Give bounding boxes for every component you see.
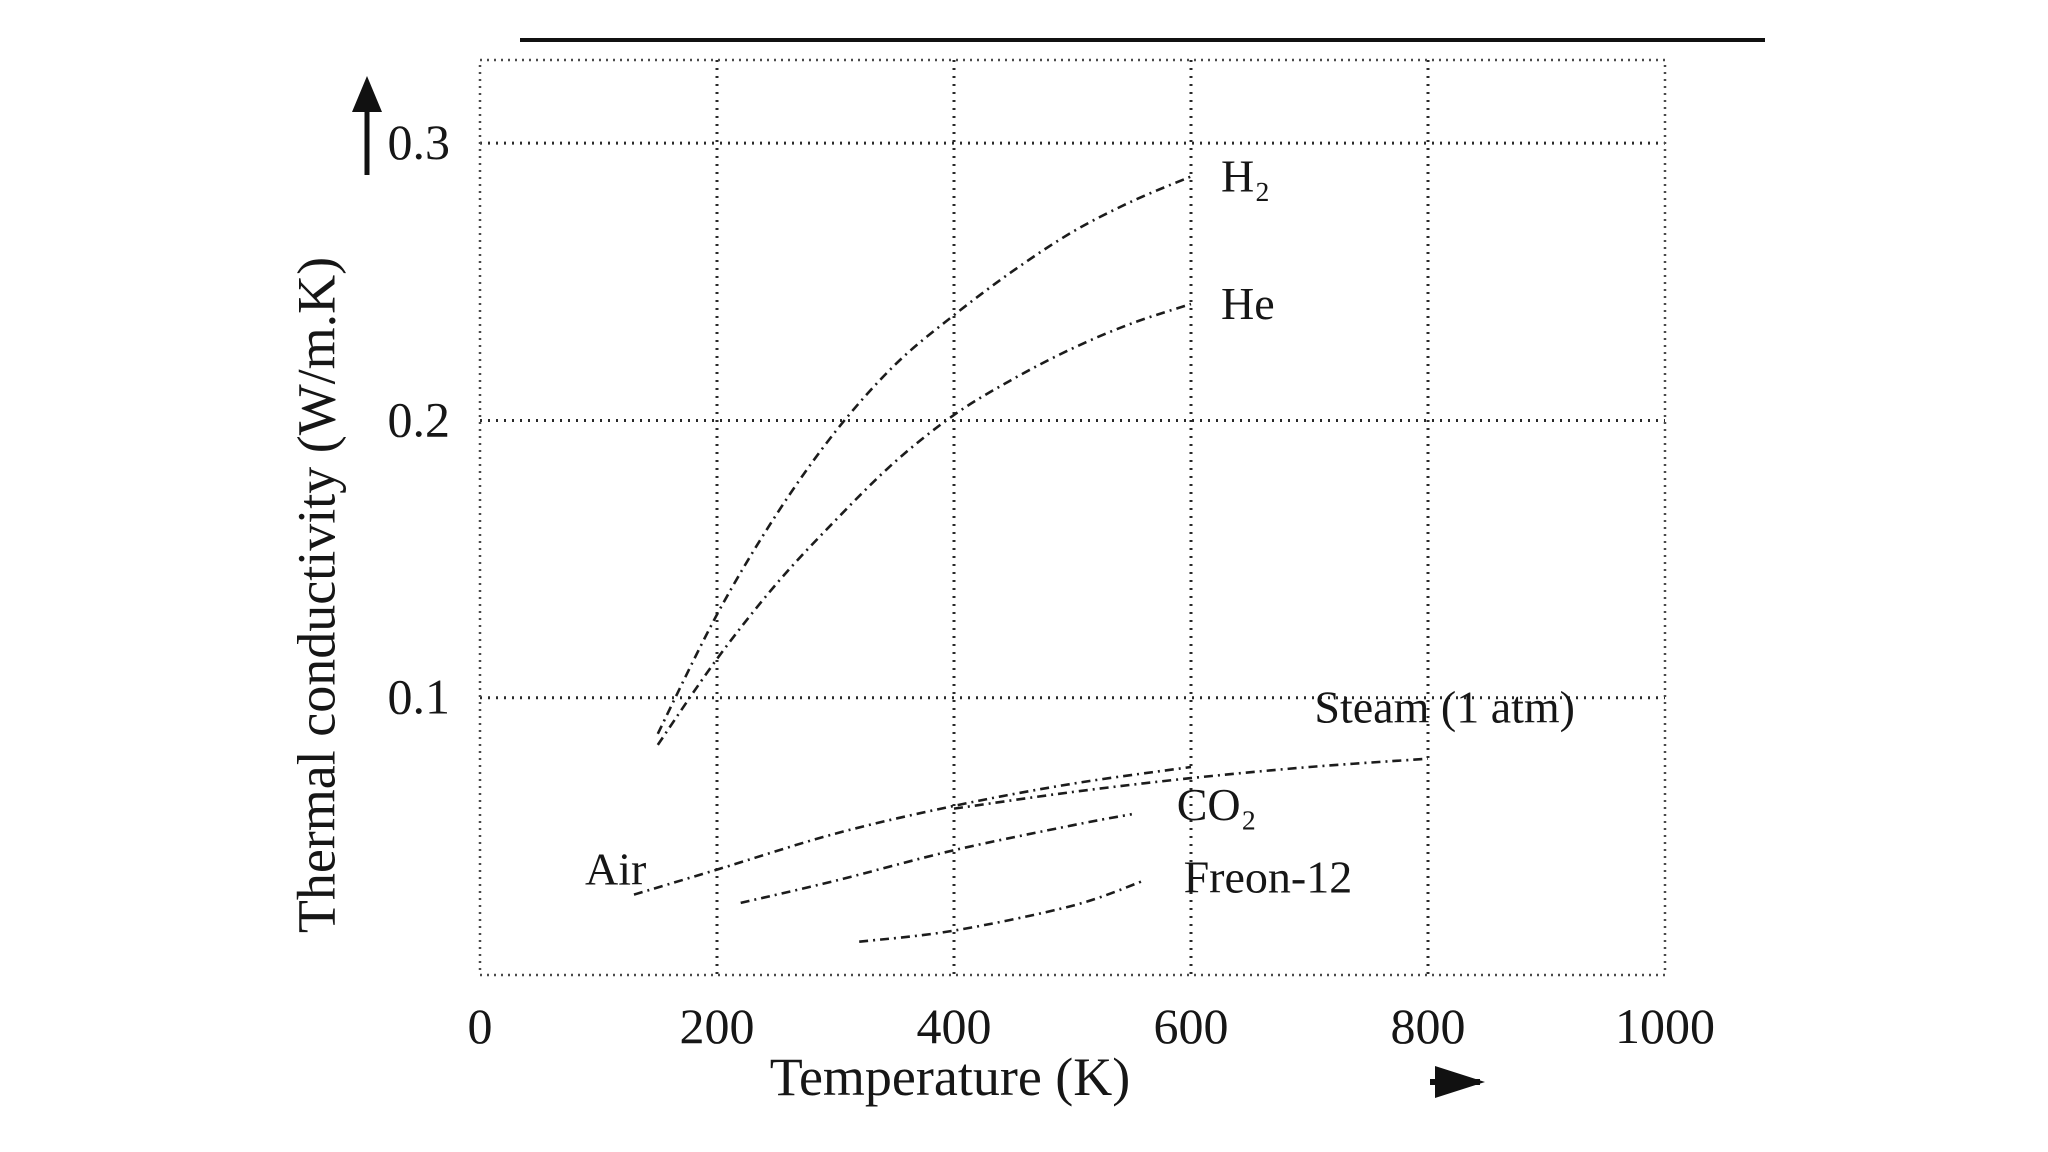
series-line-air — [633, 765, 1192, 896]
x-tick-label: 200 — [680, 998, 755, 1054]
series-line-co — [740, 812, 1133, 905]
y-tick-label: 0.1 — [388, 669, 451, 725]
plot-frame — [478, 58, 1667, 977]
x-tick-label: 600 — [1154, 998, 1229, 1054]
gridlines — [480, 60, 1665, 975]
y-axis-title: Thermal conductivity (W/m.K) — [286, 257, 346, 933]
x-axis-title: Temperature (K) — [770, 1047, 1131, 1107]
series-line-h — [656, 175, 1192, 735]
y-axis-arrow — [352, 76, 382, 175]
series-label-co: CO₂ — [1177, 779, 1257, 830]
series-label-he: He — [1221, 278, 1275, 329]
x-axis-arrow — [1430, 1066, 1485, 1098]
y-tick-label: 0.3 — [388, 114, 451, 170]
x-tick-label: 0 — [468, 998, 493, 1054]
series-curves — [633, 175, 1429, 943]
x-tick-label: 400 — [917, 998, 992, 1054]
x-tick-label: 800 — [1391, 998, 1466, 1054]
y-axis-title-group: Thermal conductivity (W/m.K) — [286, 257, 346, 933]
series-label-steam-1-atm: Steam (1 atm) — [1314, 682, 1575, 733]
series-line-steam-1-atm — [953, 757, 1429, 810]
x-tick-label: 1000 — [1615, 998, 1715, 1054]
series-line-freon-12 — [859, 879, 1145, 943]
series-line-he — [656, 302, 1192, 746]
y-tick-label: 0.2 — [388, 391, 451, 447]
series-label-freon-12: Freon-12 — [1184, 852, 1353, 903]
series-label-air: Air — [585, 844, 646, 895]
tick-labels: 0 200 400 600 800 1000 0.1 0.2 0.3 — [388, 114, 1716, 1054]
series-labels: H₂ He Steam (1 atm) Air CO₂ Freon-12 — [585, 150, 1575, 902]
series-label-h: H₂ — [1221, 150, 1270, 201]
